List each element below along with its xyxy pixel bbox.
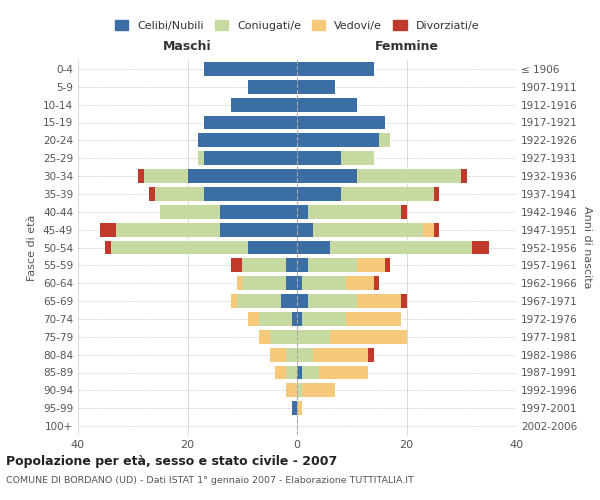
Bar [116,222,220,236]
Bar [297,276,302,290]
Y-axis label: Fasce di età: Fasce di età [28,214,37,280]
Bar [341,187,434,201]
Text: Femmine: Femmine [374,40,439,53]
Bar [220,205,297,219]
Bar [292,312,297,326]
Bar [297,348,313,362]
Bar [297,294,308,308]
Bar [472,240,488,254]
Bar [313,348,368,362]
Y-axis label: Anni di nascita: Anni di nascita [581,206,592,289]
Bar [297,151,341,165]
Bar [292,401,297,415]
Bar [297,258,308,272]
Bar [401,294,407,308]
Bar [204,62,297,76]
Bar [297,80,335,94]
Bar [302,276,346,290]
Bar [286,258,297,272]
Bar [461,169,467,183]
Text: Maschi: Maschi [163,40,212,53]
Bar [357,258,385,272]
Text: COMUNE DI BORDANO (UD) - Dati ISTAT 1° gennaio 2007 - Elaborazione TUTTITALIA.IT: COMUNE DI BORDANO (UD) - Dati ISTAT 1° g… [6,476,414,485]
Bar [423,222,434,236]
Bar [297,366,302,380]
Bar [286,276,297,290]
Bar [297,312,302,326]
Bar [232,98,297,112]
Bar [297,384,302,398]
Bar [204,187,297,201]
Bar [319,366,368,380]
Bar [302,366,319,380]
Text: Popolazione per età, sesso e stato civile - 2007: Popolazione per età, sesso e stato civil… [6,455,337,468]
Bar [346,276,374,290]
Bar [275,366,286,380]
Bar [269,330,297,344]
Bar [220,222,297,236]
Bar [308,294,357,308]
Bar [357,169,461,183]
Bar [187,169,297,183]
Bar [204,151,297,165]
Bar [297,116,385,130]
Bar [297,134,379,147]
Bar [242,258,286,272]
Bar [259,312,292,326]
Bar [297,240,330,254]
Bar [302,384,335,398]
Bar [313,222,423,236]
Bar [138,169,144,183]
Bar [297,187,341,201]
Bar [385,258,390,272]
Bar [149,187,155,201]
Bar [248,80,297,94]
Bar [297,98,357,112]
Bar [308,205,401,219]
Bar [297,330,330,344]
Bar [368,348,374,362]
Bar [259,330,269,344]
Bar [232,294,237,308]
Bar [330,330,407,344]
Bar [237,294,281,308]
Bar [199,151,204,165]
Bar [160,205,220,219]
Bar [434,187,439,201]
Bar [106,240,111,254]
Bar [374,276,379,290]
Bar [330,240,472,254]
Bar [232,258,242,272]
Bar [357,294,401,308]
Bar [302,312,346,326]
Legend: Celibi/Nubili, Coniugati/e, Vedovi/e, Divorziati/e: Celibi/Nubili, Coniugati/e, Vedovi/e, Di… [112,17,482,34]
Bar [286,348,297,362]
Bar [297,401,302,415]
Bar [346,312,401,326]
Bar [237,276,242,290]
Bar [286,366,297,380]
Bar [100,222,116,236]
Bar [204,116,297,130]
Bar [286,384,297,398]
Bar [269,348,286,362]
Bar [297,205,308,219]
Bar [155,187,204,201]
Bar [297,62,374,76]
Bar [281,294,297,308]
Bar [434,222,439,236]
Bar [242,276,286,290]
Bar [308,258,357,272]
Bar [111,240,248,254]
Bar [341,151,374,165]
Bar [297,169,357,183]
Bar [401,205,407,219]
Bar [248,240,297,254]
Bar [248,312,259,326]
Bar [297,222,313,236]
Bar [199,134,297,147]
Bar [379,134,390,147]
Bar [144,169,187,183]
